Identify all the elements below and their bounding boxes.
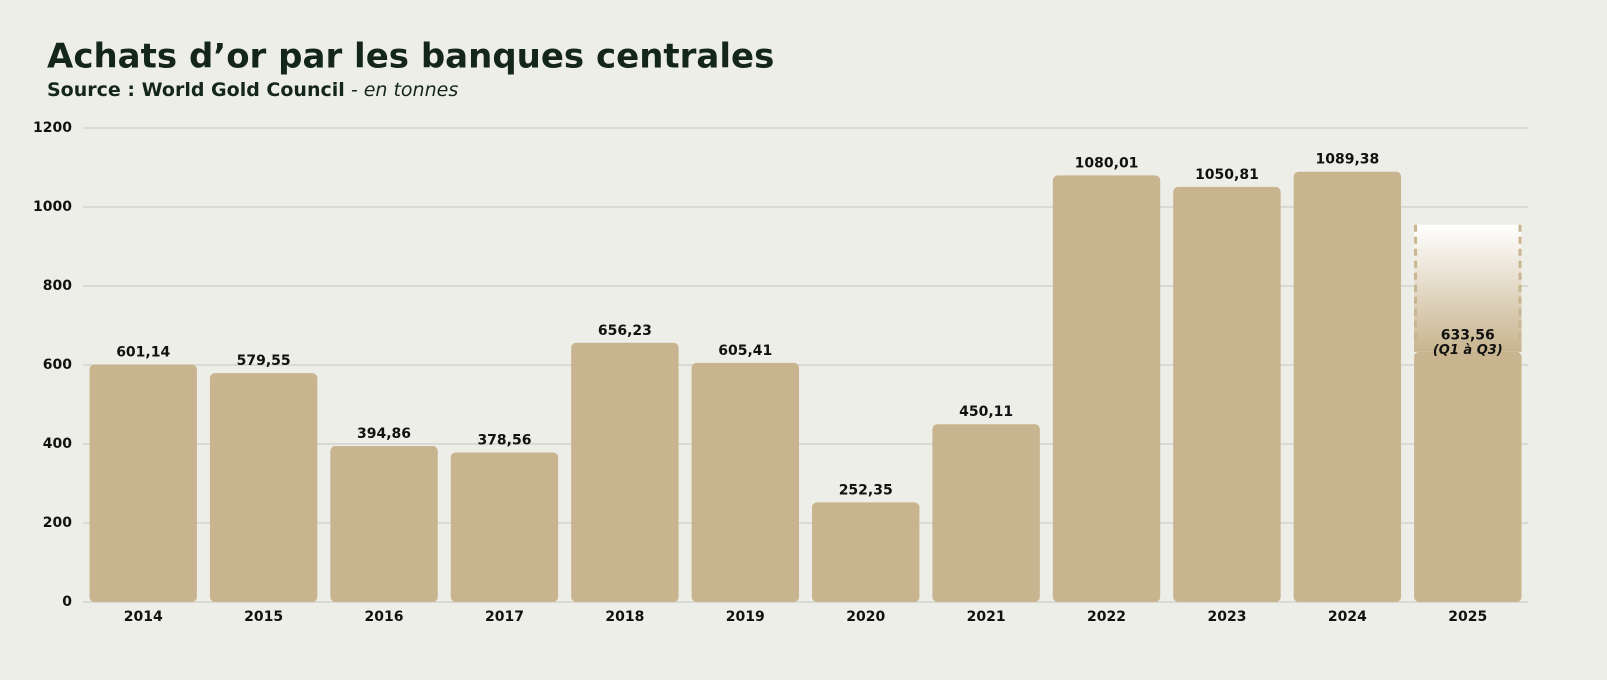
- bar: [209, 373, 318, 602]
- value-label: 378,56: [477, 432, 531, 448]
- bar: [1293, 171, 1402, 603]
- value-label: 1050,81: [1195, 167, 1259, 183]
- bar: [1052, 175, 1161, 602]
- x-tick-label: 2021: [967, 609, 1006, 625]
- y-tick-label: 600: [43, 357, 72, 373]
- chart-title: Achats d’or par les banques centrales: [47, 37, 774, 77]
- value-label: 1080,01: [1075, 155, 1139, 171]
- value-label: 633,56: [1441, 328, 1495, 344]
- bar: [691, 362, 799, 602]
- subtitle-source: Source : World Gold Council: [47, 79, 345, 101]
- bar: [571, 342, 679, 602]
- bar: [1414, 351, 1522, 602]
- bar: [330, 446, 438, 602]
- x-tick-label: 2023: [1207, 609, 1246, 625]
- value-label: 605,41: [718, 343, 772, 359]
- y-tick-label: 400: [43, 436, 72, 452]
- value-label: 252,35: [839, 482, 893, 498]
- bar: [1173, 186, 1281, 602]
- bar: [812, 502, 920, 602]
- y-tick-label: 800: [43, 278, 72, 294]
- x-tick-label: 2016: [365, 609, 404, 625]
- x-tick-label: 2014: [124, 609, 163, 625]
- annotation: (Q1 à Q3): [1433, 343, 1503, 358]
- bar: [932, 424, 1040, 602]
- bar: [89, 364, 197, 602]
- y-tick-label: 1000: [33, 199, 72, 215]
- x-tick-label: 2015: [244, 609, 283, 625]
- projection-area: [1414, 224, 1522, 352]
- value-label: 394,86: [357, 426, 411, 442]
- x-tick-label: 2018: [605, 609, 644, 625]
- chart-subtitle: Source : World Gold Council - en tonnes: [47, 79, 458, 101]
- subtitle-unit: - en tonnes: [351, 79, 459, 101]
- y-tick-label: 200: [43, 515, 72, 531]
- value-label: 579,55: [237, 353, 291, 369]
- y-tick-label: 0: [62, 594, 72, 610]
- value-label: 450,11: [959, 404, 1013, 420]
- x-tick-label: 2024: [1328, 609, 1367, 625]
- bar: [450, 452, 559, 602]
- value-label: 656,23: [598, 323, 652, 339]
- y-tick-label: 1200: [33, 120, 72, 136]
- value-label: 1089,38: [1315, 152, 1379, 168]
- x-tick-label: 2019: [726, 609, 765, 625]
- value-label: 601,14: [116, 345, 170, 361]
- x-tick-label: 2020: [846, 609, 885, 625]
- x-tick-label: 2025: [1448, 609, 1487, 625]
- x-tick-label: 2017: [485, 609, 524, 625]
- x-tick-label: 2022: [1087, 609, 1126, 625]
